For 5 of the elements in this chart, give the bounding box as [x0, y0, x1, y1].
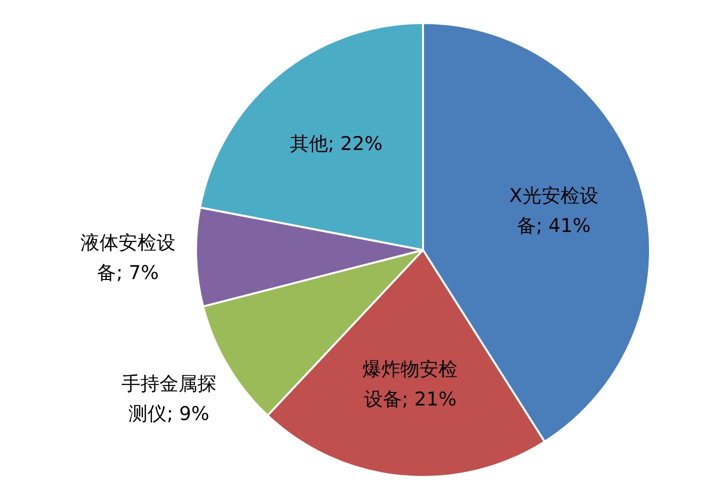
slice-label: X光安检设备; 41%: [509, 184, 598, 237]
slice-label: 液体安检设备; 7%: [80, 232, 176, 284]
slice-label: 爆炸物安检设备; 21%: [362, 358, 458, 411]
slice-label: 手持金属探测仪; 9%: [121, 373, 216, 426]
slice-label: 其他; 22%: [290, 132, 383, 155]
